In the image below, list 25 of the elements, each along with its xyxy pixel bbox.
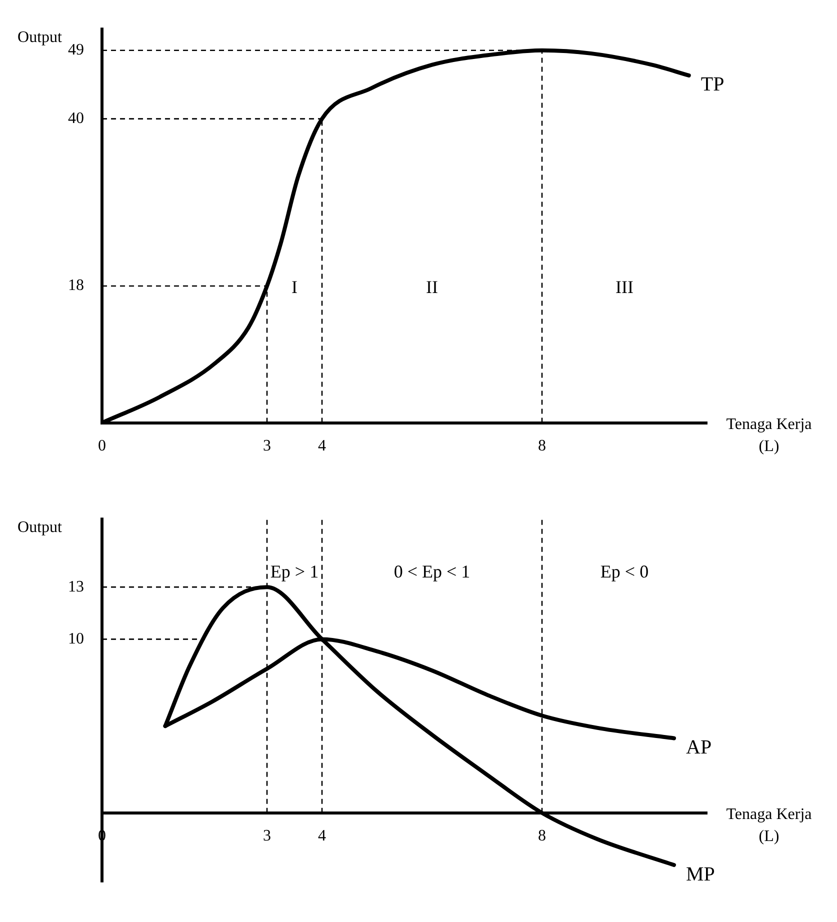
annotation: Ep < 0: [600, 561, 649, 582]
annotation: 0 < Ep < 1: [394, 561, 470, 582]
x-tick-label: 4: [318, 438, 326, 455]
x-tick-label: 8: [538, 438, 546, 455]
y-tick-label: 18: [68, 277, 84, 294]
x-tick-label: 8: [538, 828, 546, 845]
annotation: II: [426, 277, 438, 298]
y-tick-label: 40: [68, 110, 84, 128]
y-tick-label: 13: [68, 578, 84, 596]
annotation: I: [292, 277, 298, 298]
y-tick-label: 49: [68, 42, 84, 59]
x-tick-label: 3: [263, 828, 271, 845]
x-tick-label: 0: [98, 438, 106, 455]
y-axis-title: Output: [18, 518, 63, 536]
series-label: MP: [686, 863, 715, 886]
x-axis-title: Tenaga Kerja (L): [726, 806, 812, 846]
y-tick-label: 10: [68, 630, 84, 648]
series-label: AP: [686, 736, 712, 758]
x-tick-label: 3: [263, 438, 271, 455]
x-tick-label: 4: [318, 828, 326, 845]
annotation: III: [616, 277, 634, 298]
x-axis-title: Tenaga Kerja (L): [726, 416, 812, 456]
y-axis-title: Output: [18, 28, 63, 46]
annotation: Ep > 1: [270, 561, 319, 582]
series-label: TP: [700, 74, 724, 96]
